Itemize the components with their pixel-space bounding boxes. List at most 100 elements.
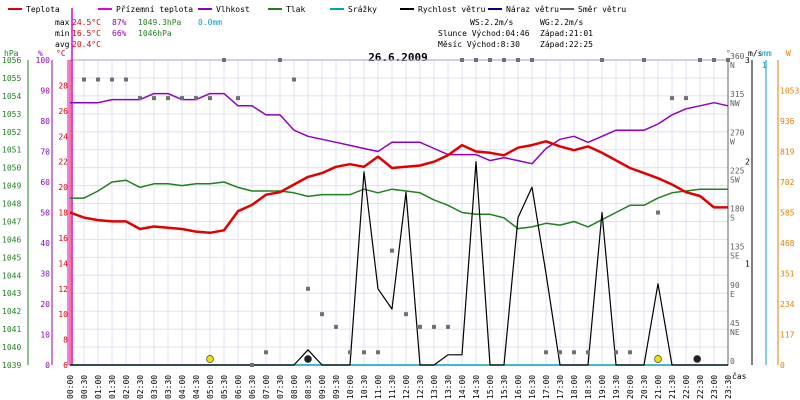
x-tick-label: 16:30 [528, 375, 537, 399]
wind-direction-point [348, 350, 352, 355]
wind-direction-point [418, 324, 422, 329]
wind-direction-point [572, 350, 576, 355]
hpa-tick-label: 1053 [2, 110, 21, 119]
temp-tick-label: 26 [58, 107, 68, 116]
max-hum: 87% [112, 18, 127, 27]
deg-tick-dir: E [730, 290, 735, 299]
deg-tick-dir: NW [730, 99, 740, 108]
deg-tick-dir: SW [730, 175, 740, 184]
hpa-tick-label: 1044 [2, 271, 21, 280]
legend-label: Tlak [286, 5, 305, 14]
wind-direction-point [446, 324, 450, 329]
hpa-tick-label: 1048 [2, 200, 21, 209]
w-tick-label: 585 [780, 209, 795, 218]
x-tick-label: 23:30 [724, 375, 733, 399]
x-tick-label: 19:30 [612, 375, 621, 399]
sun-marker [206, 355, 214, 363]
wind-direction-point [530, 58, 534, 62]
temp-tick-label: 24 [58, 132, 68, 141]
mm-tick-label: 1 [762, 61, 767, 70]
x-tick-label: 09:30 [332, 375, 341, 399]
x-tick-label: 03:30 [164, 375, 173, 399]
wind-direction-point [278, 58, 282, 62]
x-tick-label: 01:00 [94, 375, 103, 399]
min-label: min [55, 29, 70, 38]
hpa-tick-label: 1039 [2, 361, 21, 370]
wind-direction-point [600, 58, 604, 62]
wind-direction-point [138, 96, 142, 101]
x-tick-label: 08:00 [290, 375, 299, 399]
wind-direction-point [362, 350, 366, 355]
hpa-tick-label: 1045 [2, 253, 21, 262]
wind-direction-point [726, 58, 730, 62]
ms-axis-unit: m/s [748, 49, 763, 58]
w-tick-label: 351 [780, 270, 795, 279]
hpa-tick-label: 1051 [2, 146, 21, 155]
deg-tick-dir: SE [730, 252, 740, 261]
x-tick-label: 15:00 [486, 375, 495, 399]
x-tick-label: 13:30 [444, 375, 453, 399]
temp-tick-label: 20 [58, 183, 68, 192]
x-tick-label: 14:00 [458, 375, 467, 399]
x-tick-label: 12:30 [416, 375, 425, 399]
grid [69, 59, 729, 366]
x-tick-label: 17:30 [556, 375, 565, 399]
wind-direction-point [656, 210, 660, 215]
wind-direction-point [180, 96, 184, 101]
wind-direction-point [208, 96, 212, 101]
deg-axis-unit: ° [726, 49, 731, 58]
temp-tick-label: 8 [63, 336, 68, 345]
w-tick-label: 702 [780, 178, 795, 187]
deg-tick-label: 225 [730, 166, 745, 175]
w-tick-label: 0 [780, 361, 785, 370]
axes: hPa1056105510541053105210511050104910481… [2, 49, 799, 399]
wind-direction-point [684, 96, 688, 101]
legend-label: Směr větru [578, 5, 626, 14]
x-tick-label: 20:30 [640, 375, 649, 399]
hpa-tick-label: 1055 [2, 74, 21, 83]
pct-tick-label: 100 [36, 56, 51, 65]
hpa-tick-label: 1054 [2, 92, 21, 101]
x-tick-label: 18:30 [584, 375, 593, 399]
pct-tick-label: 60 [40, 178, 50, 187]
wind-direction-point [376, 350, 380, 355]
max-press: 1049.3hPa [138, 18, 182, 27]
plot-area [69, 8, 730, 367]
x-tick-label: 07:30 [276, 375, 285, 399]
wind-direction-point [152, 96, 156, 101]
legend-label: Srážky [348, 5, 377, 14]
moon-marker [304, 355, 312, 363]
pct-tick-label: 40 [40, 239, 50, 248]
x-tick-label: 04:00 [178, 375, 187, 399]
pct-axis-unit: % [38, 49, 43, 58]
wg-text: WG:2.2m/s [540, 18, 584, 27]
wind-direction-point [124, 77, 128, 82]
x-tick-label: 04:30 [192, 375, 201, 399]
wind-direction-point [110, 77, 114, 82]
wind-direction-point [628, 350, 632, 355]
deg-tick-label: 315 [730, 90, 745, 99]
w-axis-unit: W [786, 49, 791, 58]
wind-direction-point [712, 58, 716, 62]
deg-tick-dir: N [730, 61, 735, 70]
deg-tick-label: 135 [730, 243, 745, 252]
pct-tick-label: 50 [40, 209, 50, 218]
hpa-tick-label: 1056 [2, 56, 21, 65]
x-tick-label: 05:30 [220, 375, 229, 399]
x-tick-label: 10:00 [346, 375, 355, 399]
temp-tick-label: 6 [63, 361, 68, 370]
temp-tick-label: 18 [58, 209, 68, 218]
max-rain: 0.0mm [198, 18, 222, 27]
temp-tick-label: 28 [58, 81, 68, 90]
hpa-tick-label: 1050 [2, 164, 21, 173]
ws-text: WS:2.2m/s [470, 18, 514, 27]
wind-direction-point [460, 58, 464, 62]
x-tick-label: 20:00 [626, 375, 635, 399]
x-tick-label: 00:30 [80, 375, 89, 399]
hpa-tick-label: 1046 [2, 235, 21, 244]
deg-tick-label: 270 [730, 128, 745, 137]
temp-tick-label: 22 [58, 158, 68, 167]
x-tick-label: 23:00 [710, 375, 719, 399]
sun-set-text: Západ:21:01 [540, 29, 593, 38]
